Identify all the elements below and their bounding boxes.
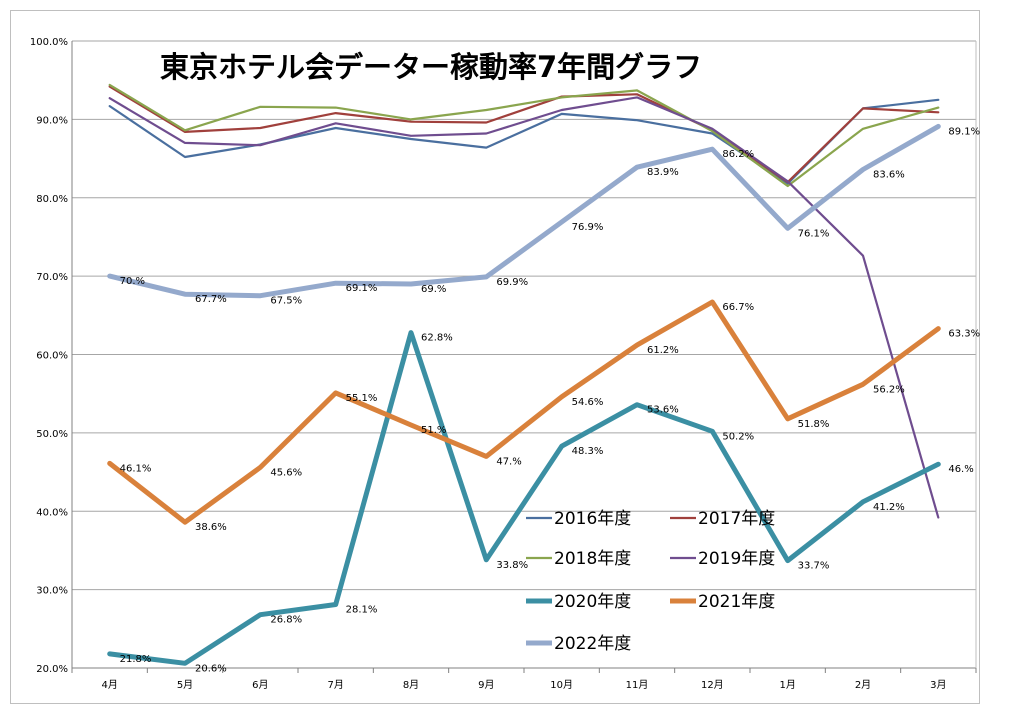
x-tick-label: 1月	[779, 679, 795, 691]
legend-entry: 2020年度	[554, 592, 631, 612]
data-label: 69.%	[421, 284, 446, 295]
x-tick-label: 10月	[550, 679, 573, 691]
x-tick-label: 2月	[855, 679, 871, 691]
x-tick-label: 6月	[252, 679, 268, 691]
data-label: 62.8%	[421, 333, 453, 344]
series-line-2019年度	[108, 96, 940, 519]
data-label: 53.6%	[647, 405, 679, 416]
data-label: 70.%	[120, 276, 145, 287]
y-tick-label: 80.0%	[36, 194, 68, 205]
data-label: 63.3%	[948, 329, 980, 340]
y-tick-label: 50.0%	[36, 429, 68, 440]
y-tick-label: 40.0%	[36, 507, 68, 518]
data-label: 67.7%	[195, 294, 227, 305]
data-label: 28.1%	[346, 605, 378, 616]
data-label: 51.%	[421, 425, 446, 436]
data-label: 26.8%	[270, 615, 302, 626]
y-tick-label: 100.0%	[30, 37, 68, 48]
data-label: 20.6%	[195, 663, 227, 674]
legend-entry: 2022年度	[554, 634, 631, 654]
chart-frame	[10, 10, 980, 704]
data-label: 45.6%	[270, 467, 302, 478]
data-label: 48.3%	[572, 446, 604, 457]
data-label: 66.7%	[722, 302, 754, 313]
legend-entry: 2016年度	[554, 509, 631, 529]
data-label: 56.2%	[873, 384, 905, 395]
series-line-2021年度	[107, 299, 941, 525]
x-tick-label: 9月	[478, 679, 494, 691]
data-label: 47.%	[496, 456, 521, 467]
data-label: 51.8%	[798, 419, 830, 430]
data-label: 54.6%	[572, 397, 604, 408]
y-tick-label: 20.0%	[36, 664, 68, 675]
legend-entry: 2019年度	[698, 549, 775, 569]
data-label: 69.9%	[496, 277, 528, 288]
data-label: 61.2%	[647, 345, 679, 356]
data-label: 33.8%	[496, 560, 528, 571]
series-line-2020年度	[107, 330, 941, 666]
data-label: 55.1%	[346, 393, 378, 404]
data-label: 67.5%	[270, 296, 302, 307]
legend-entry: 2018年度	[554, 549, 631, 569]
legend-entry: 2017年度	[698, 509, 775, 529]
y-tick-label: 90.0%	[36, 115, 68, 126]
chart-title: 東京ホテル会データー稼動率7年間グラフ	[160, 50, 703, 84]
x-tick-label: 5月	[177, 679, 193, 691]
data-label: 76.9%	[572, 222, 604, 233]
data-label: 46.%	[948, 464, 973, 475]
y-tick-label: 60.0%	[36, 351, 68, 362]
y-tick-label: 30.0%	[36, 586, 68, 597]
data-label: 50.2%	[722, 431, 754, 442]
series-line-2017年度	[108, 85, 940, 184]
x-tick-label: 4月	[101, 679, 117, 691]
data-label: 83.6%	[873, 170, 905, 181]
data-label: 69.1%	[346, 283, 378, 294]
data-label: 89.1%	[948, 126, 980, 137]
series-line-2018年度	[108, 83, 940, 188]
y-tick-label: 70.0%	[36, 272, 68, 283]
series-line-2022年度	[107, 123, 941, 299]
data-label: 46.1%	[120, 463, 152, 474]
data-label: 76.1%	[798, 228, 830, 239]
data-label: 21.8%	[120, 654, 152, 665]
data-label: 38.6%	[195, 522, 227, 533]
x-tick-label: 7月	[327, 679, 343, 691]
legend-entry: 2021年度	[698, 592, 775, 612]
series-line-2016年度	[108, 98, 940, 185]
x-tick-label: 3月	[930, 679, 946, 691]
data-label: 86.2%	[722, 149, 754, 160]
x-tick-label: 8月	[403, 679, 419, 691]
x-tick-label: 11月	[626, 679, 649, 691]
x-tick-label: 12月	[701, 679, 724, 691]
data-label: 33.7%	[798, 561, 830, 572]
data-label: 41.2%	[873, 502, 905, 513]
data-label: 83.9%	[647, 167, 679, 178]
